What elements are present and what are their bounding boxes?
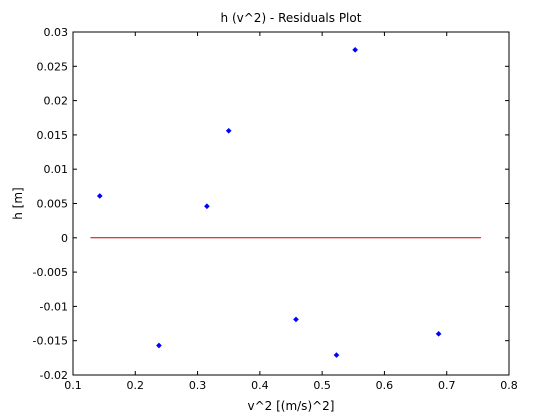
axis-ticks: 0.1 0.2 0.3 0.4 0.5 0.6 0.7 0.8 -0.02 -0.015 -0.01… bbox=[33, 26, 518, 392]
x-tick-label: 0.6 bbox=[376, 379, 394, 392]
plot-area bbox=[72, 31, 510, 376]
y-axis-label: h [m] bbox=[11, 187, 25, 219]
x-tick-label: 0.7 bbox=[438, 379, 456, 392]
x-tick-label: 0.4 bbox=[251, 379, 269, 392]
x-tick-label: 0.1 bbox=[64, 379, 82, 392]
residual-point bbox=[293, 316, 299, 323]
x-tick-label: 0.2 bbox=[127, 379, 145, 392]
y-tick-label: -0.01 bbox=[40, 300, 68, 313]
x-tick-label: 0.8 bbox=[500, 379, 518, 392]
x-tick-label: 0.5 bbox=[313, 379, 331, 392]
y-tick-label: 0.02 bbox=[44, 95, 69, 108]
residual-point bbox=[204, 203, 210, 210]
residual-point bbox=[225, 127, 232, 134]
x-tick-label: 0.3 bbox=[189, 379, 207, 392]
residual-point bbox=[96, 193, 103, 199]
y-tick-label: -0.015 bbox=[33, 335, 68, 348]
residual-point bbox=[156, 342, 162, 349]
y-tick-label: 0.03 bbox=[44, 26, 69, 39]
y-tick-label: 0.005 bbox=[37, 198, 69, 211]
y-tick-label: 0.01 bbox=[44, 163, 69, 176]
y-tick-label: 0.015 bbox=[37, 129, 69, 142]
chart-title: h (v^2) - Residuals Plot bbox=[221, 11, 362, 25]
residual-point bbox=[435, 331, 442, 337]
y-tick-label: 0.025 bbox=[37, 60, 69, 73]
residual-point bbox=[333, 352, 340, 358]
y-tick-label: -0.02 bbox=[40, 369, 68, 382]
x-axis-label: v^2 [(m/s)^2] bbox=[247, 399, 334, 413]
y-tick-label: 0 bbox=[61, 232, 68, 245]
y-tick-label: -0.005 bbox=[33, 266, 68, 279]
